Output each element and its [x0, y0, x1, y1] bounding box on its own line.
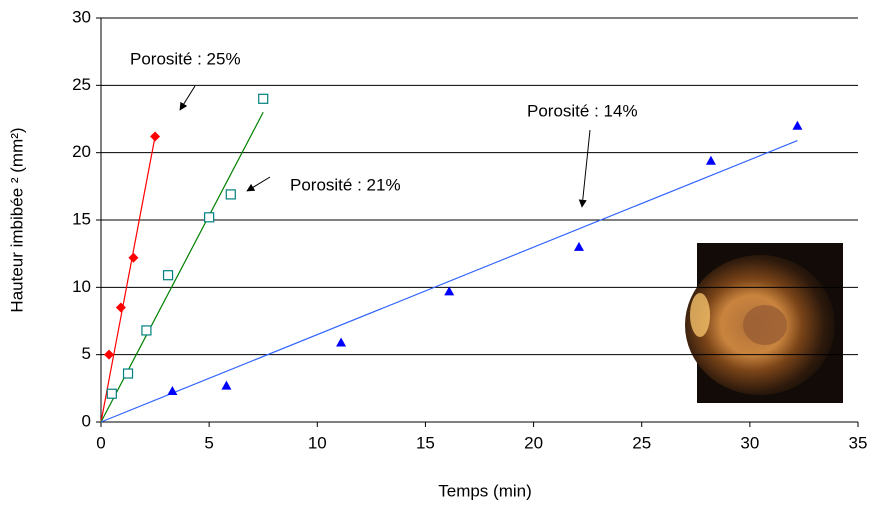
- x-tick-label: 0: [96, 433, 105, 452]
- point: [336, 337, 347, 347]
- x-axis-label: Temps (min): [438, 481, 532, 500]
- y-axis-label: Hauteur imbibée ² (mm²): [7, 127, 26, 312]
- point: [141, 325, 152, 336]
- point: [106, 388, 117, 399]
- point: [792, 120, 803, 130]
- annotation-arrow: [578, 129, 591, 208]
- y-tick-label: 20: [72, 142, 91, 161]
- point: [444, 286, 455, 296]
- x-tick-label: 15: [416, 433, 435, 452]
- point: [167, 386, 178, 396]
- y-tick-label: 10: [72, 277, 91, 296]
- point: [204, 212, 215, 223]
- point: [128, 252, 139, 263]
- y-tick-label: 5: [82, 344, 91, 363]
- x-tick-label: 35: [849, 433, 868, 452]
- x-tick-label: 10: [308, 433, 327, 452]
- annotation: Porosité : 14%: [527, 101, 638, 120]
- x-tick-label: 5: [204, 433, 213, 452]
- trend-line: [100, 136, 156, 423]
- point: [122, 368, 134, 379]
- trend-line: [100, 139, 798, 423]
- point: [573, 241, 584, 251]
- annotation: Porosité : 25%: [130, 49, 241, 68]
- x-tick-label: 30: [740, 433, 759, 452]
- annotation-arrow: [246, 176, 271, 192]
- y-tick-label: 30: [72, 7, 91, 26]
- annotation: Porosité : 21%: [290, 175, 401, 194]
- x-tick-label: 25: [632, 433, 651, 452]
- y-tick-label: 15: [72, 209, 91, 228]
- point: [225, 189, 236, 200]
- y-tick-label: 25: [72, 75, 91, 94]
- point: [150, 131, 161, 142]
- point: [104, 349, 115, 360]
- point: [705, 155, 716, 165]
- y-tick-label: 0: [82, 411, 91, 430]
- x-tick-label: 20: [524, 433, 543, 452]
- point: [162, 270, 174, 281]
- point: [258, 93, 269, 104]
- annotation-arrow: [179, 85, 196, 111]
- point: [221, 380, 232, 390]
- photo-inset: [685, 243, 843, 403]
- point: [115, 302, 126, 313]
